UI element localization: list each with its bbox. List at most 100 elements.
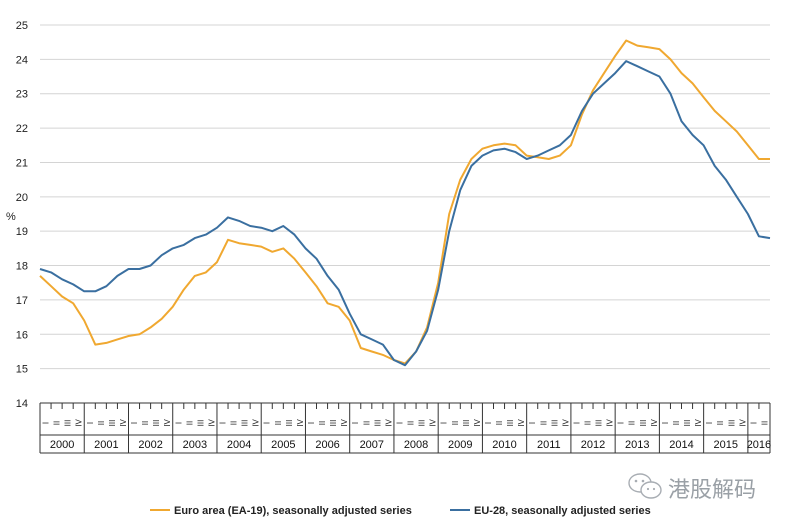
quarter-label: I [174, 422, 183, 424]
y-tick-label: 15 [16, 364, 28, 376]
watermark-text: 港股解码 [668, 478, 756, 503]
quarter-label: II [495, 421, 504, 425]
series-line-eu28 [39, 60, 771, 367]
quarter-label: I [395, 422, 404, 424]
quarter-label: II [97, 421, 106, 425]
quarter-label: III [595, 420, 604, 427]
quarter-label: IV [473, 419, 482, 427]
year-label: 2006 [315, 439, 339, 451]
watermark: 港股解码 [628, 473, 756, 503]
year-label: 2000 [50, 439, 74, 451]
quarter-label: IV [650, 419, 659, 427]
legend-label-euro-area: Euro area (EA-19), seasonally adjusted s… [174, 505, 412, 517]
quarter-label: II [451, 421, 460, 425]
quarter-label: IV [606, 419, 615, 427]
year-label: 2014 [669, 439, 693, 451]
quarter-label: IV [561, 419, 570, 427]
quarter-label: IV [384, 419, 393, 427]
quarter-label: IV [163, 419, 172, 427]
year-label: 2013 [625, 439, 649, 451]
quarter-label: III [241, 420, 250, 427]
quarter-label: III [550, 420, 559, 427]
quarter-label: III [506, 420, 515, 427]
y-tick-label: 25 [16, 20, 28, 32]
quarter-label: II [185, 421, 194, 425]
quarter-label: II [141, 421, 150, 425]
year-label: 2009 [448, 439, 472, 451]
quarter-label: I [440, 422, 449, 424]
quarter-label: I [351, 422, 360, 424]
y-tick-label: 23 [16, 89, 28, 101]
quarter-label: IV [296, 419, 305, 427]
quarter-label: II [274, 421, 283, 425]
quarter-label: II [53, 421, 62, 425]
quarter-label: III [64, 420, 73, 427]
year-label: 2011 [537, 439, 561, 451]
quarter-label: I [86, 422, 95, 424]
quarter-label: III [373, 420, 382, 427]
y-tick-label: 22 [16, 123, 28, 135]
y-tick-label: 24 [16, 54, 28, 66]
y-axis-ticks: 14 15 16 17 18 19 20 21 22 23 24 25 [16, 20, 28, 410]
quarter-label: I [307, 422, 316, 424]
quarter-label: II [584, 421, 593, 425]
quarter-label: I [130, 422, 139, 424]
quarter-label: II [230, 421, 239, 425]
quarter-label: III [152, 420, 161, 427]
quarter-label: III [683, 420, 692, 427]
quarter-label: III [196, 420, 205, 427]
year-label: 2005 [271, 439, 295, 451]
quarter-label: I [705, 422, 714, 424]
quarter-label: II [716, 421, 725, 425]
y-tick-label: 17 [16, 295, 28, 307]
quarter-label: I [484, 422, 493, 424]
quarter-label: I [572, 422, 581, 424]
year-label: 2001 [94, 439, 118, 451]
quarter-label: IV [75, 419, 84, 427]
quarter-label: IV [340, 419, 349, 427]
gridlines [40, 24, 770, 370]
y-tick-label: 14 [16, 398, 28, 410]
quarter-label: IV [738, 419, 747, 427]
y-tick-label: 21 [16, 157, 28, 169]
quarter-label: III [285, 420, 294, 427]
quarter-label: I [263, 422, 272, 424]
quarter-label: I [749, 422, 758, 424]
year-label: 2012 [581, 439, 605, 451]
quarter-label: IV [119, 419, 128, 427]
series-line-euro-area [39, 39, 770, 365]
quarter-label: I [661, 422, 670, 424]
quarter-label: III [462, 420, 471, 427]
x-axis: I II III IV I II III IV I II III IV I II III IV I II III IV… [39, 402, 771, 454]
year-label: 2016 [747, 439, 771, 451]
quarter-label: IV [252, 419, 261, 427]
series-lines [39, 39, 771, 367]
y-tick-label: 16 [16, 329, 28, 341]
year-label: 2008 [404, 439, 428, 451]
year-label: 2010 [492, 439, 516, 451]
quarter-label: II [318, 421, 327, 425]
year-label: 2002 [138, 439, 162, 451]
y-axis-label: % [6, 211, 16, 223]
quarter-label: IV [694, 419, 703, 427]
y-tick-label: 19 [16, 226, 28, 238]
quarter-label: II [672, 421, 681, 425]
y-tick-label: 18 [16, 261, 28, 273]
quarter-label: II [362, 421, 371, 425]
quarter-label: III [108, 420, 117, 427]
quarter-label: IV [207, 419, 216, 427]
legend-label-eu28: EU-28, seasonally adjusted series [474, 505, 651, 517]
quarter-label: IV [517, 419, 526, 427]
quarter-label: I [528, 422, 537, 424]
wechat-logo-icon [628, 473, 662, 499]
year-label: 2004 [227, 439, 251, 451]
quarter-label: III [727, 420, 736, 427]
year-label: 2007 [360, 439, 384, 451]
quarter-label: II [407, 421, 416, 425]
quarter-label: IV [429, 419, 438, 427]
y-tick-label: 20 [16, 192, 28, 204]
year-label: 2003 [183, 439, 207, 451]
year-label: 2015 [714, 439, 738, 451]
